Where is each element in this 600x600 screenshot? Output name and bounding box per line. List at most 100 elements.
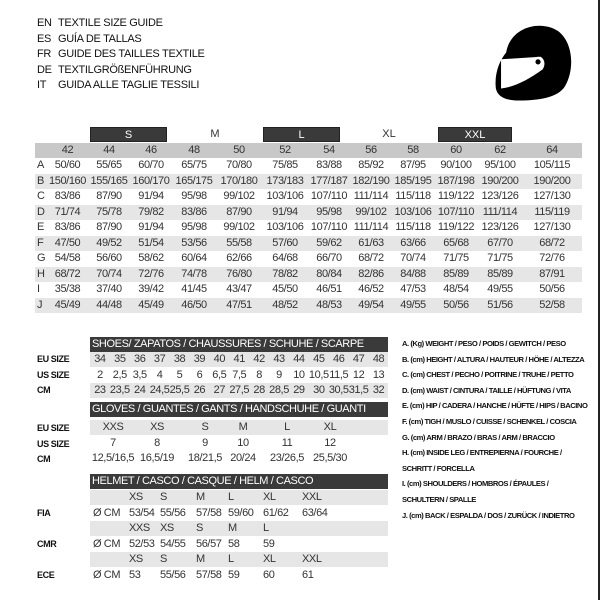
helmet-size-label: XS: [129, 553, 143, 565]
row-label: F: [37, 236, 44, 249]
helmet-size-label: M: [196, 553, 205, 565]
helmet-value-row: Ø CM 52/53 54/55 56/57 58 59: [90, 537, 388, 552]
row-label: J: [37, 298, 43, 311]
helmet-header: HELMET / CASCO / CASQUE / HELM / CASCO: [90, 474, 388, 489]
size-column-header: 48: [188, 144, 200, 156]
measurement-value: 95/98: [181, 190, 207, 202]
measurement-value: 155/165: [90, 174, 128, 187]
measurement-row-h: H 68/72 70/74 72/76 74/78 76/80 78/82 80/84 82/8…: [35, 266, 582, 282]
helmet-size-label: XL: [263, 491, 276, 503]
shoe-size-value: 42: [253, 353, 265, 365]
shoe-size-value: 27,5: [229, 384, 250, 396]
size-column-header: 44: [103, 144, 115, 156]
measurement-value: 46/51: [316, 283, 342, 295]
measurement-value: 58/62: [138, 252, 164, 264]
measurement-value: 70/74: [400, 252, 426, 264]
glove-size-value: S: [201, 421, 209, 433]
shoe-size-value: 4: [156, 368, 163, 381]
legend-line: H. (cm) INSIDE LEG / ENTREPIERNA / FOURC…: [402, 448, 562, 458]
measurement-value: 190/200: [481, 174, 519, 187]
helmet-size-label: L: [228, 491, 234, 503]
glove-size-value: 11: [281, 436, 293, 449]
title-line: ES GUÍA DE TALLAS: [37, 33, 142, 45]
measurement-value: 87/90: [96, 221, 122, 233]
glove-size-value: M: [238, 421, 248, 433]
measurement-value: 54/58: [54, 252, 81, 264]
title-line: EN TEXTILE SIZE GUIDE: [37, 17, 163, 29]
helmet-size-label: S: [160, 553, 167, 565]
helmet-size-label: XL: [263, 553, 276, 565]
gloves-row: XXS XS S M L XL: [90, 420, 388, 435]
glove-size-value: L: [284, 421, 290, 433]
shoe-size-value: 40: [213, 353, 226, 365]
shoe-size-value: 43: [273, 353, 285, 365]
measurement-value: 87/95: [400, 159, 426, 171]
measurement-value: 35/38: [54, 283, 81, 295]
size-group-xl: XL: [382, 128, 396, 140]
measurement-value: 111/114: [353, 190, 389, 202]
measurement-value: 177/187: [310, 174, 348, 187]
glove-size-value: 7: [110, 436, 116, 449]
legend-line: J. (cm) BACK / ESPALDA / DOS / ZURÜCK / …: [402, 510, 575, 520]
size-column-header: 52: [279, 144, 291, 156]
measurement-value: 68/72: [358, 252, 384, 264]
helmet-size-value: 59: [228, 569, 240, 581]
shoe-size-value: 2,5: [112, 368, 127, 381]
unit-label: Ø CM: [93, 507, 121, 519]
measurement-value: 63/66: [400, 236, 426, 249]
helmet-size-value: 52/53: [129, 538, 155, 550]
shoe-size-value: 34: [94, 353, 106, 365]
shoes-row: 2 2,5 3,5 4 5 6 6,5 7,5 8 9 10 10,5 11,5 12 13: [90, 368, 388, 383]
shoes-row: 23 23,5 24 24,5 25,5 26 27 27,5 28 28,5 29 30 30,5 31…: [90, 383, 388, 398]
size-column-header: 54: [323, 144, 335, 156]
measurement-value: 47/50: [54, 236, 81, 249]
glove-size-value: 8: [154, 436, 160, 449]
helmet-size-row: XS S M L XL XXL: [90, 552, 388, 567]
shoe-size-value: 47: [352, 353, 365, 365]
helmet-size-value: 61/62: [263, 507, 289, 519]
row-label: CM: [37, 385, 51, 395]
title-line: DE TEXTILGRÖßENFÜHRUNG: [37, 64, 192, 76]
measurement-value: 41/45: [181, 283, 207, 295]
helmet-size-label: M: [228, 522, 237, 534]
standard-label: FIA: [37, 508, 51, 518]
helmet-size-value: 61: [302, 569, 314, 581]
measurement-value: 84/88: [400, 267, 426, 280]
size-column-header: 64: [546, 144, 558, 156]
measurement-value: 87/90: [226, 205, 252, 218]
measurement-value: 43/47: [226, 283, 252, 295]
helmet-size-value: 57/58: [196, 507, 222, 519]
row-label: EU SIZE: [37, 423, 70, 433]
measurement-value: 165/175: [175, 174, 213, 187]
shoe-size-value: 24: [134, 384, 146, 396]
glove-size-value: 23/26,5: [270, 452, 304, 464]
gloves-row: 12,5/16,5 16,5/19 18/21,5 20/24 23/26,5 25,5/…: [90, 451, 388, 466]
measurement-value: 49/55: [400, 298, 426, 311]
measurement-row-j: J 45/49 44/48 45/49 46/50 47/51 48/52 48/53 49/5…: [35, 297, 582, 313]
helmet-size-value: 58: [228, 538, 240, 550]
measurement-value: 66/70: [316, 252, 342, 264]
measurement-value: 47/53: [400, 283, 426, 295]
measurement-row-f: F 47/50 49/52 51/54 53/56 55/58 57/60 59/62 61/6…: [35, 235, 582, 251]
size-column-header: 58: [407, 144, 419, 156]
measurement-value: 61/63: [358, 236, 384, 249]
measurement-value: 70/74: [96, 267, 122, 280]
measurement-value: 160/170: [132, 174, 170, 187]
shoe-size-value: 10,5: [308, 368, 329, 381]
helmet-size-label: S: [196, 522, 203, 534]
helmet-size-row: XS S M L XL XXL: [90, 490, 388, 505]
unit-label: Ø CM: [93, 538, 121, 550]
measurement-value: 45/49: [54, 298, 81, 311]
shoe-size-value: 9: [276, 368, 282, 381]
glove-size-value: 20/24: [230, 452, 256, 464]
glove-size-value: XL: [323, 421, 337, 433]
measurement-row-b: B 150/160 155/165 160/170 165/175 170/180 173/…: [35, 173, 582, 189]
measurement-value: 56/60: [96, 252, 122, 264]
glove-size-value: XS: [150, 421, 164, 433]
glove-size-value: 12: [324, 436, 336, 449]
helmet-value-row: Ø CM 53/54 55/56 57/58 59/60 61/62 63/64: [90, 506, 388, 521]
measurement-value: 57/60: [272, 236, 298, 249]
measurement-value: 91/94: [272, 205, 298, 218]
measurement-legend: A. (Kg) WEIGHT / PESO / POIDS / GEWITCH …: [402, 336, 592, 523]
measurement-value: 45/49: [138, 298, 164, 311]
